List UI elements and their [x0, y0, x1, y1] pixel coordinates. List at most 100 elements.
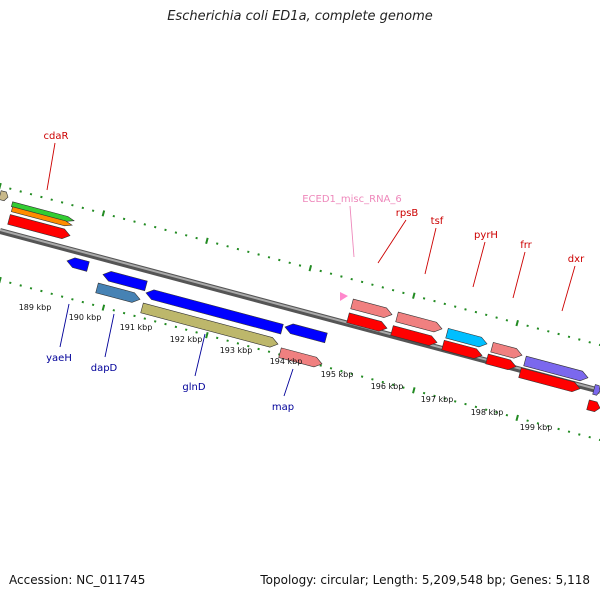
major-tick [0, 182, 2, 190]
minor-tick [133, 220, 136, 223]
gene-leader-line [512, 251, 526, 299]
minor-tick [174, 231, 178, 234]
major-tick [515, 319, 519, 327]
kbp-tick-label: 191 kbp [120, 323, 153, 332]
minor-tick [164, 322, 167, 326]
gene-label-dapd[interactable]: dapD [91, 363, 118, 374]
gene-label-cdar[interactable]: cdaR [44, 131, 69, 142]
minor-tick [319, 269, 322, 273]
minor-tick [371, 378, 374, 381]
minor-tick [257, 253, 260, 256]
minor-tick [257, 347, 260, 351]
minor-tick [247, 344, 250, 348]
minor-tick [153, 320, 157, 323]
topology-info-text: Topology: circular; Length: 5,209,548 bp… [260, 573, 590, 587]
gene-label-eced1-misc-rna-6[interactable]: ECED1_misc_RNA_6 [302, 194, 402, 205]
kbp-tick-label: 197 kbp [421, 395, 454, 404]
gene-arrow[interactable] [445, 328, 489, 348]
minor-tick [112, 214, 116, 218]
gene-arrow[interactable] [441, 339, 484, 360]
gene-arrow[interactable] [7, 214, 72, 241]
gene-arrow[interactable] [485, 353, 518, 371]
gene-leader-line [46, 142, 56, 191]
kbp-tick-label: 193 kbp [220, 346, 253, 355]
minor-tick [143, 223, 147, 226]
minor-tick [215, 242, 219, 245]
gene-leader-line [472, 241, 486, 288]
minor-tick [536, 422, 540, 425]
minor-tick [598, 438, 600, 442]
gene-arrow[interactable] [346, 312, 389, 333]
minor-tick [505, 413, 509, 417]
minor-tick [495, 316, 498, 319]
minor-tick [474, 310, 478, 314]
kbp-tick-label: 199 kbp [520, 423, 553, 432]
gene-arrow[interactable] [102, 270, 148, 292]
gene-arrow[interactable] [95, 282, 142, 304]
map-title: Escherichia coli ED1a, complete genome [167, 9, 433, 24]
gene-arrow[interactable] [395, 311, 444, 334]
minor-tick [50, 198, 53, 201]
minor-tick [526, 419, 529, 422]
major-tick [101, 304, 106, 311]
minor-tick [247, 250, 250, 254]
minor-tick [153, 225, 157, 229]
gene-arrow[interactable] [66, 256, 90, 272]
gene-label-dxr[interactable]: dxr [568, 254, 585, 265]
minor-tick [267, 350, 271, 353]
gene-leader-line [349, 205, 355, 258]
gene-arrow[interactable] [586, 399, 600, 413]
gene-label-frr[interactable]: frr [520, 240, 532, 251]
gene-label-rpsb[interactable]: rpsB [396, 208, 419, 219]
minor-tick [340, 275, 343, 278]
kbp-tick-label: 189 kbp [19, 303, 52, 312]
gene-arrow[interactable] [145, 288, 284, 335]
gene-arrow[interactable] [10, 201, 75, 223]
gene-arrow[interactable] [390, 325, 439, 348]
minor-tick [453, 400, 457, 403]
gene-arrow[interactable] [523, 355, 590, 382]
gene-arrow[interactable] [140, 302, 280, 349]
kbp-tick-label: 198 kbp [471, 408, 504, 417]
kbp-tick-labels: 189 kbp 190 kbp 191 kbp 192 kbp 193 kbp 194 k… [19, 303, 553, 432]
minor-tick [19, 190, 22, 193]
gene-label-glnd[interactable]: glnD [182, 382, 205, 393]
gene-arrow[interactable] [284, 322, 328, 344]
gene-label-map[interactable]: map [272, 402, 294, 413]
gene-arrow[interactable] [0, 190, 9, 202]
major-tick [205, 332, 209, 339]
gene-leader-line [561, 265, 576, 312]
gene-label-pyrh[interactable]: pyrH [474, 230, 498, 241]
gene-arrow[interactable] [10, 206, 73, 228]
minor-tick [329, 272, 333, 275]
minor-tick [122, 311, 126, 315]
minor-tick [443, 397, 447, 400]
minor-tick [60, 295, 64, 298]
minor-tick [350, 277, 353, 281]
major-tick [412, 387, 416, 394]
minor-tick [195, 236, 198, 240]
minor-tick [215, 336, 219, 340]
gene-arrow[interactable] [518, 367, 582, 394]
kbp-tick-label: 196 kbp [371, 382, 404, 391]
gene-arrow[interactable] [490, 342, 524, 360]
gene-features [0, 190, 600, 413]
minor-tick [340, 369, 343, 373]
gene-arrow[interactable] [350, 298, 394, 319]
minor-tick [433, 394, 436, 398]
gene-label-yaeh[interactable]: yaeH [46, 353, 72, 364]
misc-rna-marker[interactable] [340, 292, 348, 301]
minor-tick [143, 317, 147, 320]
gene-label-tsf[interactable]: tsf [431, 216, 444, 227]
gene-arrow[interactable] [278, 347, 324, 369]
minor-tick [40, 195, 43, 199]
minor-tick [29, 287, 33, 290]
minor-tick [422, 391, 426, 395]
minor-tick [9, 281, 12, 285]
minor-tick [474, 405, 478, 409]
minor-tick [278, 258, 281, 262]
minor-tick [484, 313, 488, 317]
minor-tick [402, 386, 405, 389]
gene-arrow[interactable] [592, 384, 600, 396]
